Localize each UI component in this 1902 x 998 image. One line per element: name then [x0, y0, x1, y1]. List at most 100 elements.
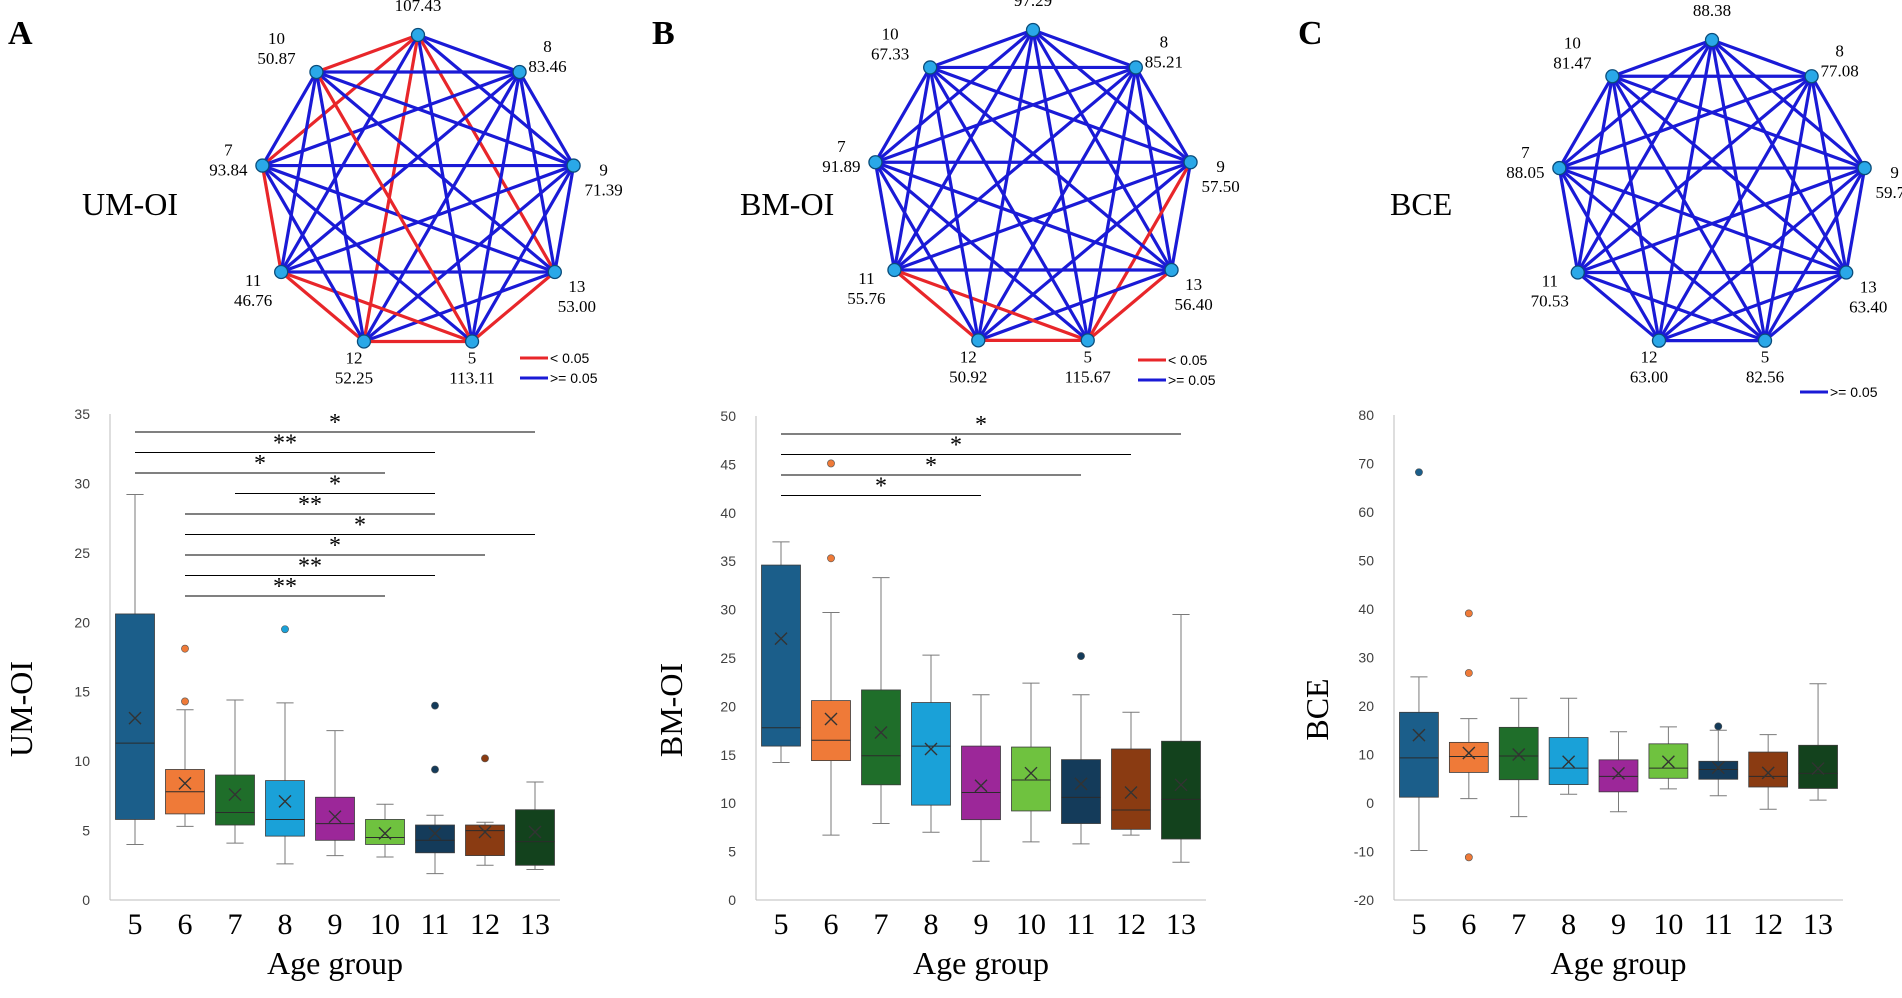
edge-9-12 — [977, 160, 1192, 342]
edge-8-5 — [470, 71, 522, 342]
box-6 — [1448, 609, 1489, 862]
edge-6-13 — [1710, 39, 1848, 274]
network-legend: < 0.05 >= 0.05 — [1138, 352, 1216, 388]
edge-12-11 — [893, 268, 980, 342]
node-label-5: 5 — [1083, 347, 1092, 366]
box-6 — [165, 644, 205, 827]
y-tick-label: 15 — [74, 684, 90, 700]
y-tick-label: 30 — [720, 602, 736, 618]
edge-8-11 — [280, 70, 521, 274]
edge-6-10 — [1611, 38, 1713, 78]
box-mean-marker — [428, 826, 442, 840]
node-label-10: 10 — [882, 24, 899, 43]
box-mean-marker — [1661, 755, 1675, 769]
box-5 — [115, 494, 155, 845]
outlier-point — [1415, 468, 1423, 477]
node-value-6: 88.38 — [1693, 1, 1731, 20]
edge-6-9 — [416, 33, 575, 167]
edge-6-10 — [315, 33, 419, 74]
network-graph: 688.38877.08959.721363.40582.561263.0011… — [1506, 1, 1902, 387]
edge-6-8 — [417, 33, 521, 74]
x-tick-label: 10 — [1016, 908, 1046, 941]
edge-11-10 — [1576, 75, 1614, 273]
edge-6-7 — [261, 33, 420, 167]
box-mean-marker — [824, 712, 838, 726]
node-value-10: 81.47 — [1553, 53, 1592, 72]
outlier-point — [827, 459, 835, 468]
edge-11-7 — [1557, 167, 1580, 273]
edge-5-7 — [874, 160, 1089, 342]
bracket-label: * — [875, 474, 887, 500]
box-iqr — [761, 564, 801, 747]
edge-13-10 — [929, 66, 1173, 272]
network-legend: < 0.05 >= 0.05 — [520, 350, 598, 386]
y-tick-label: 20 — [74, 614, 90, 630]
node-label-10: 10 — [268, 29, 285, 48]
node-5 — [1757, 333, 1773, 348]
box-7 — [861, 577, 901, 825]
node-value-5: 115.67 — [1065, 367, 1112, 386]
box-8 — [911, 654, 951, 833]
edge-6-7 — [1558, 38, 1714, 170]
node-8 — [512, 64, 527, 80]
node-11 — [274, 264, 289, 280]
panel-letter: B — [652, 15, 675, 52]
node-8 — [1128, 60, 1143, 75]
edge-13-12 — [363, 270, 556, 343]
edge-9-11 — [1577, 166, 1866, 275]
node-13 — [1839, 265, 1854, 280]
node-label-13: 13 — [1185, 275, 1202, 294]
edge-13-12 — [977, 268, 1173, 342]
edge-5-10 — [315, 71, 474, 343]
box-mean-marker — [378, 826, 392, 840]
node-label-13: 13 — [568, 277, 585, 296]
node-label-11: 11 — [1542, 272, 1558, 291]
boxplot: 0 5 10 15 20 25 30 35 40 45 50 5 6 7 8 9 10 11 12 13 Age gro… — [653, 408, 1206, 981]
box-mean-marker — [874, 726, 888, 740]
y-tick-label: 45 — [720, 456, 736, 472]
edge-6-5 — [1710, 39, 1767, 341]
box-5 — [761, 541, 801, 764]
edge-13-5 — [471, 270, 556, 343]
node-10 — [309, 64, 324, 80]
significance-bracket: ** — [185, 574, 385, 600]
y-tick-label: 80 — [1358, 407, 1374, 423]
node-13 — [1164, 262, 1179, 278]
edge-8-9 — [1134, 66, 1192, 164]
node-label-11: 11 — [858, 269, 874, 288]
edge-6-12 — [976, 29, 1035, 341]
edge-9-5 — [1086, 161, 1192, 342]
edge-8-12 — [362, 71, 521, 343]
y-tick-label: 70 — [1358, 456, 1374, 472]
node-value-5: 82.56 — [1746, 368, 1784, 387]
box-13 — [515, 781, 555, 870]
x-tick-label: 5 — [128, 908, 143, 941]
significance-bracket: * — [185, 533, 485, 559]
y-tick-label: 50 — [1358, 553, 1374, 569]
y-tick-label: 35 — [720, 553, 736, 569]
node-value-8: 83.46 — [528, 57, 566, 76]
box-6 — [811, 459, 851, 836]
node-7 — [255, 158, 270, 173]
y-axis-label: BM-OI — [653, 663, 689, 757]
edge-6-10 — [929, 28, 1034, 69]
y-axis-label: BCE — [1299, 678, 1335, 740]
node-value-12: 63.00 — [1630, 368, 1668, 387]
outlier-point — [1464, 609, 1473, 618]
box-iqr — [1061, 759, 1101, 824]
node-10 — [923, 60, 938, 75]
edge-8-9 — [518, 71, 575, 167]
edge-5-10 — [928, 66, 1090, 342]
bracket-label: * — [329, 533, 341, 559]
node-value-12: 52.25 — [335, 368, 373, 387]
significance-bracket: * — [135, 451, 385, 477]
edge-12-11 — [1576, 271, 1661, 342]
box-12 — [1111, 711, 1151, 836]
edge-6-11 — [279, 34, 420, 273]
node-value-10: 50.87 — [257, 49, 296, 68]
bracket-label: * — [925, 453, 937, 479]
node-label-7: 7 — [224, 141, 233, 160]
node-label-9: 9 — [1890, 163, 1899, 182]
y-tick-label: 10 — [720, 795, 736, 811]
x-tick-label: 10 — [370, 908, 400, 941]
